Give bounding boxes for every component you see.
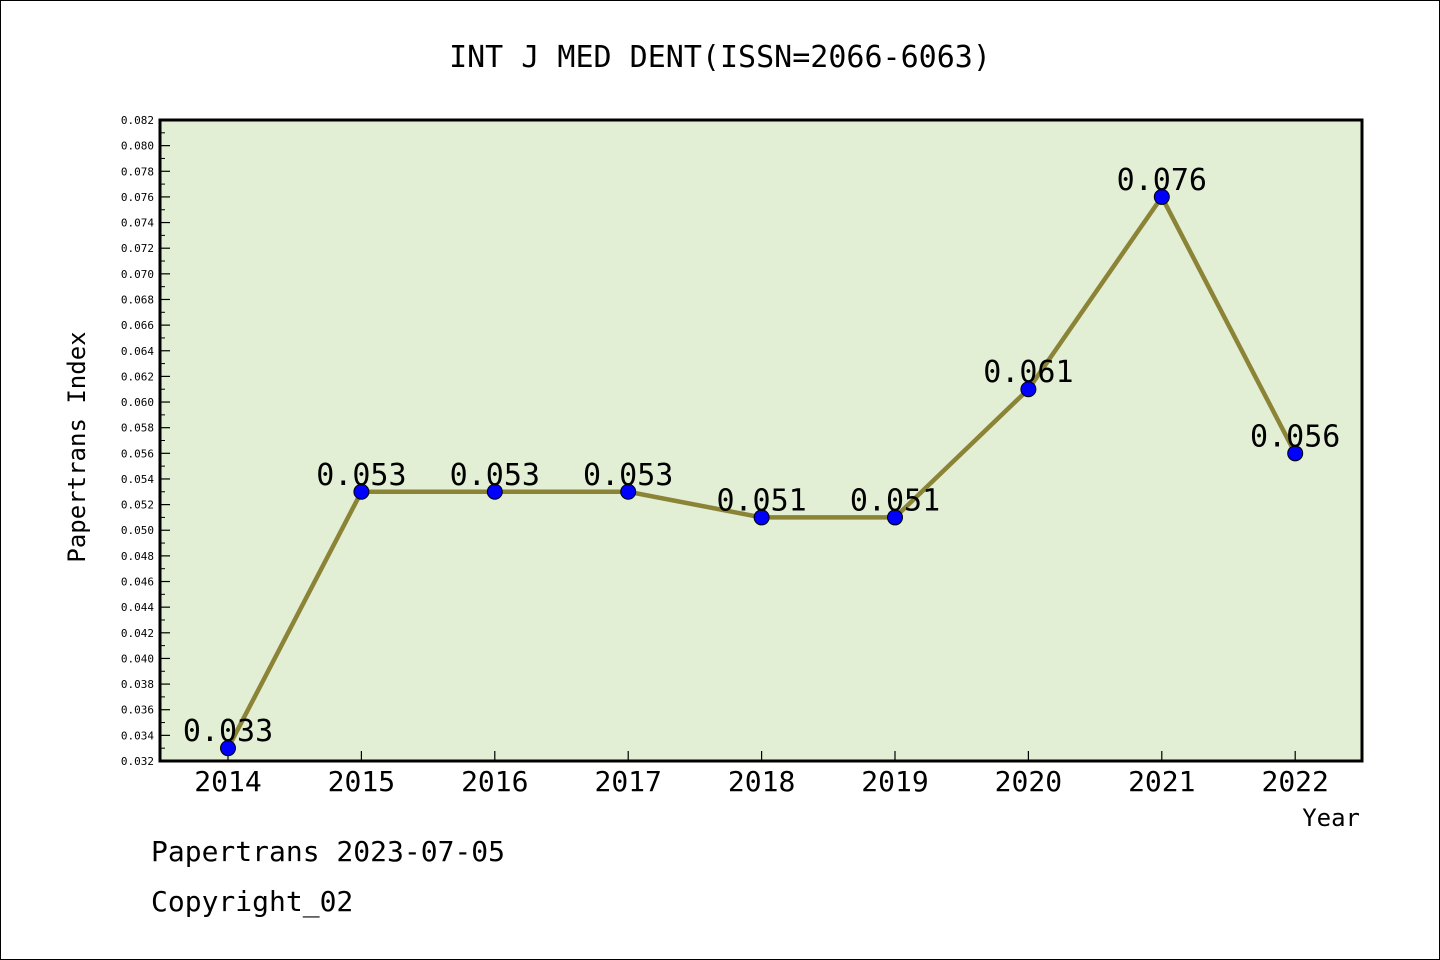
y-tick-label: 0.046 — [121, 576, 154, 589]
x-axis-label: Year — [1302, 804, 1360, 832]
data-labels: 0.033 0.053 0.053 0.053 0.051 0.051 0.061 0.076… — [183, 163, 1341, 749]
data-point — [353, 483, 370, 500]
y-axis-ticks — [160, 119, 170, 762]
y-tick-label: 0.074 — [121, 217, 154, 230]
data-label: 0.051 — [716, 483, 806, 518]
y-tick-label: 0.048 — [121, 550, 154, 563]
data-point — [1020, 381, 1037, 398]
data-point — [1153, 188, 1170, 205]
x-tick-label: 2015 — [328, 765, 395, 798]
data-point — [1287, 445, 1304, 462]
y-tick-label: 0.080 — [121, 140, 154, 153]
x-axis-tick-labels: 2014 2015 2016 2017 2018 2019 2020 2021 2022 — [194, 765, 1329, 798]
y-tick-label: 0.058 — [121, 422, 154, 435]
y-tick-label: 0.038 — [121, 678, 154, 691]
y-tick-label: 0.036 — [121, 704, 154, 717]
x-tick-label: 2022 — [1261, 765, 1328, 798]
data-label: 0.051 — [850, 483, 940, 518]
y-tick-label: 0.068 — [121, 293, 154, 306]
data-point — [620, 483, 637, 500]
footer-copyright: Copyright_02 — [151, 885, 354, 918]
data-label: 0.053 — [316, 458, 406, 493]
data-label: 0.053 — [450, 458, 540, 493]
y-tick-label: 0.032 — [121, 755, 154, 768]
plot-area — [158, 118, 1364, 763]
x-tick-label: 2021 — [1128, 765, 1195, 798]
y-tick-label: 0.052 — [121, 499, 154, 512]
y-tick-label: 0.044 — [121, 601, 154, 614]
y-tick-label: 0.034 — [121, 729, 154, 742]
y-tick-label: 0.062 — [121, 370, 154, 383]
y-axis-tick-labels: 0.032 0.034 0.036 0.038 0.040 0.042 0.044 0.046… — [121, 114, 154, 768]
data-point — [887, 509, 903, 526]
y-tick-label: 0.056 — [121, 447, 154, 460]
x-tick-label: 2016 — [461, 765, 528, 798]
x-tick-label: 2018 — [728, 765, 795, 798]
y-tick-label: 0.040 — [121, 652, 154, 665]
x-tick-label: 2017 — [594, 765, 661, 798]
y-tick-label: 0.072 — [121, 242, 154, 255]
data-point — [486, 483, 503, 500]
data-label: 0.076 — [1117, 163, 1207, 198]
y-tick-label: 0.076 — [121, 191, 154, 204]
footer-date: Papertrans 2023-07-05 — [151, 835, 506, 868]
y-tick-label: 0.064 — [121, 345, 154, 358]
y-tick-label: 0.050 — [121, 524, 154, 537]
y-axis-label: Papertrans Index — [63, 331, 91, 562]
data-point — [753, 509, 770, 526]
y-tick-label: 0.078 — [121, 165, 154, 178]
chart-title: INT J MED DENT(ISSN=2066-6063) — [449, 40, 991, 75]
data-points — [220, 188, 1304, 757]
data-label: 0.053 — [583, 458, 673, 493]
y-tick-label: 0.054 — [121, 473, 154, 486]
y-tick-label: 0.060 — [121, 396, 154, 409]
y-tick-label: 0.070 — [121, 268, 154, 281]
data-point — [220, 740, 236, 757]
y-tick-label: 0.066 — [121, 319, 154, 332]
y-tick-label: 0.042 — [121, 627, 154, 640]
data-label: 0.056 — [1250, 419, 1340, 454]
x-tick-label: 2019 — [861, 765, 928, 798]
data-label: 0.061 — [983, 355, 1073, 390]
y-tick-label: 0.082 — [121, 114, 154, 127]
data-label: 0.033 — [183, 714, 273, 749]
x-tick-label: 2020 — [995, 765, 1062, 798]
x-axis-ticks — [227, 751, 1296, 761]
x-tick-label: 2014 — [194, 765, 261, 798]
